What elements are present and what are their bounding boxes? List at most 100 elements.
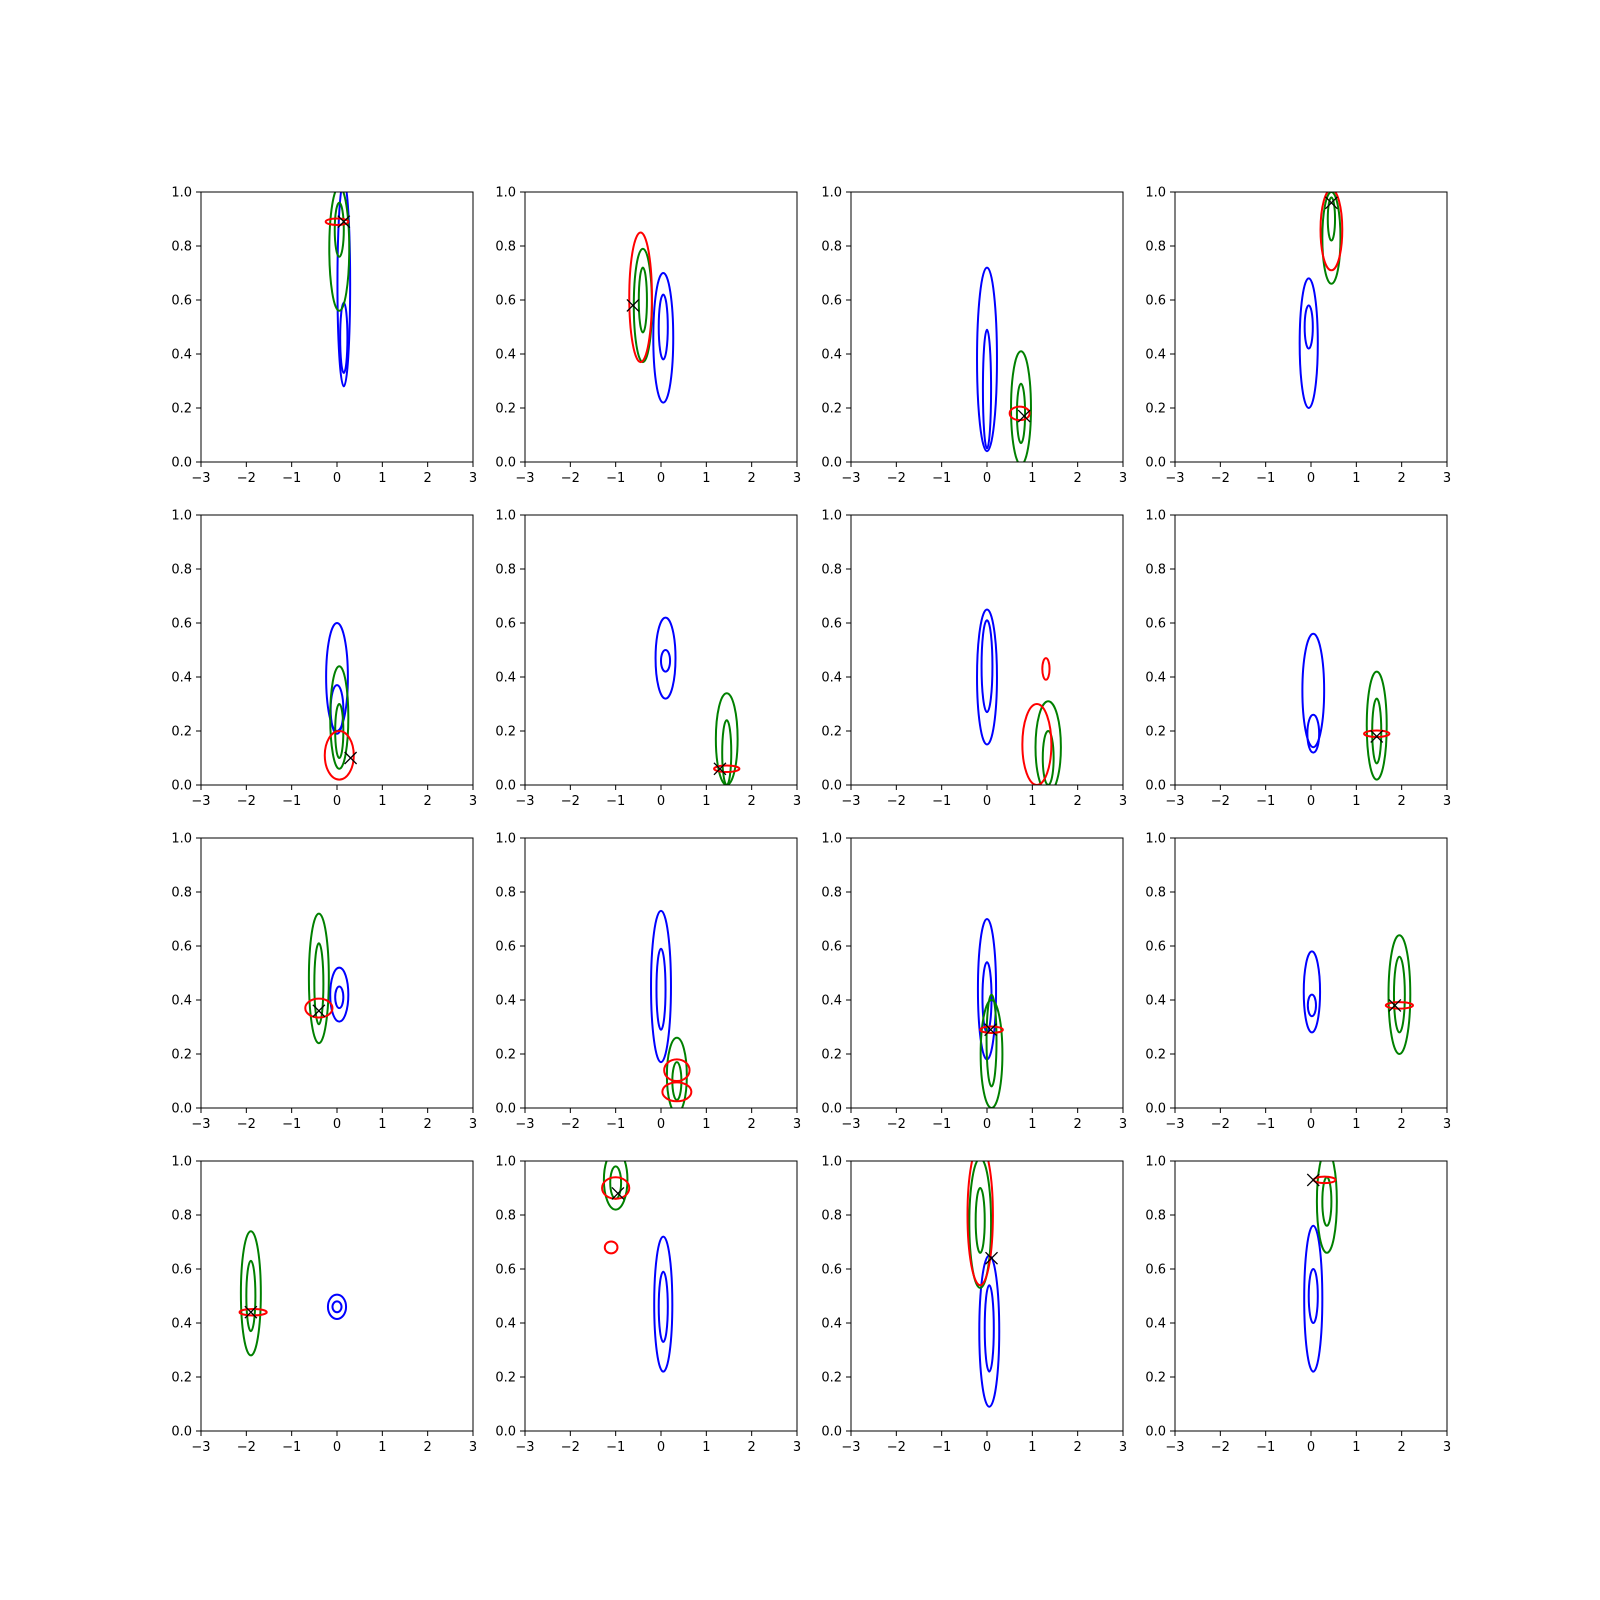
y-tick-label: 1.0 xyxy=(495,186,516,201)
subplot-1: −3 −2 −1 0 1 2 3 0.0 0.2 0.4 0.6 0.8 1.0 xyxy=(171,186,477,487)
subplot-11: −3 −2 −1 0 1 2 3 0.0 0.2 0.4 0.6 0.8 1.0 xyxy=(821,832,1127,1133)
subplot-14: −3 −2 −1 0 1 2 3 0.0 0.2 0.4 0.6 0.8 1.0 xyxy=(495,1155,801,1456)
y-tick-label: 1.0 xyxy=(1145,186,1166,201)
subplot-2: −3 −2 −1 0 1 2 3 0.0 0.2 0.4 0.6 0.8 1.0 xyxy=(495,186,801,487)
subplot-4: −3 −2 −1 0 1 2 3 0.0 0.2 0.4 0.6 0.8 1.0 xyxy=(1145,186,1451,487)
blue-contour-1 xyxy=(329,966,350,1023)
y-tick-label: 0.6 xyxy=(821,617,842,632)
y-tick-label: 0.4 xyxy=(1145,994,1166,1009)
green-contour-3 xyxy=(968,1161,993,1289)
subplot-5: −3 −2 −1 0 1 2 3 0.0 0.2 0.4 0.6 0.8 1.0 xyxy=(171,509,477,810)
axes-frame xyxy=(524,1160,798,1432)
green-contour-4 xyxy=(1041,730,1055,785)
blue-contour-2 xyxy=(655,947,667,1031)
x-tick-label: 1 xyxy=(1352,471,1360,486)
x-tick-label: −1 xyxy=(932,471,951,486)
y-tick-label: 0.8 xyxy=(1145,1209,1166,1224)
x-marker xyxy=(344,751,358,765)
x-tick-label: 3 xyxy=(1443,471,1451,486)
x-tick-label: −1 xyxy=(1256,1117,1275,1132)
green-contour-3 xyxy=(1321,192,1342,285)
x-tick-label: −2 xyxy=(561,1440,580,1455)
y-tick-label: 0.0 xyxy=(1145,1102,1166,1117)
y-tick-label: 0.8 xyxy=(821,240,842,255)
axes-frame xyxy=(524,191,798,463)
blue-contour-1 xyxy=(1298,277,1319,410)
x-tick-label: 1 xyxy=(378,471,386,486)
x-tick-label: 0 xyxy=(1307,794,1315,809)
x-tick-label: −1 xyxy=(282,471,301,486)
x-tick-label: −3 xyxy=(515,1117,534,1132)
x-marker xyxy=(626,298,640,312)
y-tick-label: 0.8 xyxy=(495,240,516,255)
contour-group xyxy=(976,608,1062,785)
y-tick-label: 0.8 xyxy=(171,1209,192,1224)
x-tick-label: 3 xyxy=(469,471,477,486)
green-contour-4 xyxy=(985,993,998,1088)
y-tick-label: 0.2 xyxy=(821,1048,842,1063)
blue-contour-2 xyxy=(981,328,993,450)
x-tick-label: −3 xyxy=(515,471,534,486)
y-tick-label: 0.8 xyxy=(171,240,192,255)
x-tick-label: 2 xyxy=(1398,1117,1406,1132)
x-tick-label: −3 xyxy=(191,1117,210,1132)
y-tick-label: 0.6 xyxy=(1145,1263,1166,1278)
green-contour-4 xyxy=(313,942,325,1026)
y-tick-label: 0.2 xyxy=(495,1371,516,1386)
y-tick-label: 1.0 xyxy=(171,509,192,524)
x-tick-label: −1 xyxy=(932,1440,951,1455)
y-tick-label: 0.2 xyxy=(821,1371,842,1386)
green-contour-4 xyxy=(974,1187,986,1254)
x-tick-label: −1 xyxy=(1256,471,1275,486)
green-contour-3 xyxy=(328,192,351,312)
blue-contour-1 xyxy=(1303,1224,1324,1373)
y-tick-label: 1.0 xyxy=(171,1155,192,1170)
x-marker xyxy=(985,1251,998,1265)
y-tick-label: 0.4 xyxy=(495,994,516,1009)
red-contour-6 xyxy=(603,1240,619,1255)
y-tick-label: 0.6 xyxy=(495,294,516,309)
green-contour-4 xyxy=(333,201,345,258)
red-contour-5 xyxy=(323,730,355,781)
blue-contour-1 xyxy=(653,1235,674,1373)
x-tick-label: 3 xyxy=(1119,1440,1127,1455)
x-tick-label: 3 xyxy=(469,794,477,809)
y-tick-label: 0.2 xyxy=(171,725,192,740)
y-tick-label: 0.0 xyxy=(821,456,842,471)
green-contour-4 xyxy=(1392,955,1406,1034)
x-tick-label: −3 xyxy=(515,794,534,809)
y-tick-label: 1.0 xyxy=(495,509,516,524)
green-contour-4 xyxy=(1321,1176,1333,1227)
x-tick-label: 0 xyxy=(1307,471,1315,486)
blue-contour-2 xyxy=(983,1284,995,1373)
x-tick-label: −1 xyxy=(1256,1440,1275,1455)
y-tick-label: 0.0 xyxy=(171,456,192,471)
y-tick-label: 0.2 xyxy=(1145,1371,1166,1386)
x-tick-label: −3 xyxy=(841,1117,860,1132)
axes-frame xyxy=(524,514,798,786)
y-tick-label: 0.6 xyxy=(495,617,516,632)
y-tick-label: 1.0 xyxy=(171,832,192,847)
x-tick-label: 1 xyxy=(702,794,710,809)
y-tick-label: 1.0 xyxy=(1145,509,1166,524)
blue-contour-2 xyxy=(980,619,994,714)
x-tick-label: 0 xyxy=(333,1117,341,1132)
y-tick-label: 0.2 xyxy=(821,402,842,417)
y-tick-label: 0.2 xyxy=(1145,725,1166,740)
contour-group xyxy=(628,231,675,404)
blue-contour-1 xyxy=(976,608,998,746)
contour-group xyxy=(654,616,741,785)
y-tick-label: 0.0 xyxy=(821,1102,842,1117)
y-tick-label: 1.0 xyxy=(821,832,842,847)
y-tick-label: 0.0 xyxy=(171,1102,192,1117)
contour-group xyxy=(1301,632,1391,781)
blue-contour-2 xyxy=(657,293,669,361)
y-tick-label: 0.2 xyxy=(495,402,516,417)
y-tick-label: 1.0 xyxy=(821,1155,842,1170)
y-tick-label: 0.6 xyxy=(821,940,842,955)
x-tick-label: 1 xyxy=(1028,794,1036,809)
x-tick-label: −1 xyxy=(606,1440,625,1455)
x-tick-label: −2 xyxy=(237,1117,256,1132)
x-tick-label: 3 xyxy=(1119,794,1127,809)
